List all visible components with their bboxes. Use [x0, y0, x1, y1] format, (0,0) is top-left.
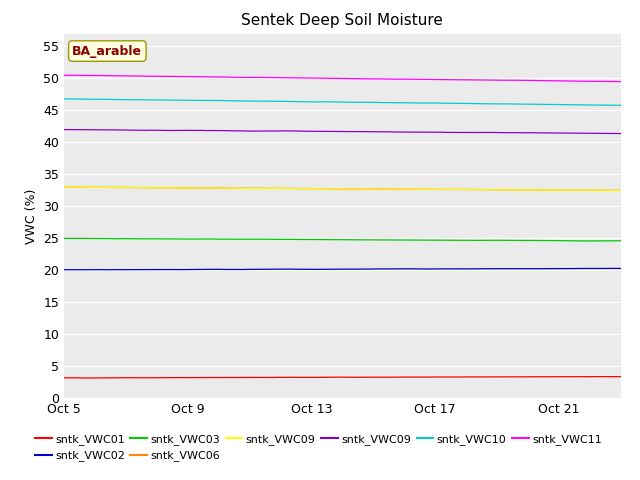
- sntk_VWC10: [399, 100, 406, 106]
- sntk_VWC06: [95, 184, 102, 190]
- sntk_VWC03: [399, 237, 406, 243]
- sntk_VWC02: [540, 266, 548, 272]
- sntk_VWC06: [483, 187, 491, 192]
- sntk_VWC01: [399, 374, 406, 380]
- sntk_VWC03: [617, 238, 625, 244]
- sntk_VWC11: [540, 78, 547, 84]
- sntk_VWC09: [384, 186, 392, 192]
- sntk_VWC06: [540, 187, 548, 193]
- Title: Sentek Deep Soil Moisture: Sentek Deep Soil Moisture: [241, 13, 444, 28]
- sntk_VWC01: [540, 374, 548, 380]
- Line: sntk_VWC09: sntk_VWC09: [64, 187, 621, 191]
- sntk_VWC09: [398, 129, 406, 135]
- sntk_VWC09: [94, 127, 102, 132]
- sntk_VWC09: [95, 185, 102, 191]
- sntk_VWC09: [60, 127, 68, 132]
- Line: sntk_VWC11: sntk_VWC11: [64, 75, 621, 82]
- sntk_VWC06: [415, 186, 423, 192]
- sntk_VWC01: [95, 375, 102, 381]
- sntk_VWC06: [60, 184, 68, 190]
- Text: BA_arable: BA_arable: [72, 45, 142, 58]
- sntk_VWC11: [483, 77, 490, 83]
- sntk_VWC09: [617, 131, 625, 136]
- sntk_VWC06: [384, 186, 392, 192]
- sntk_VWC11: [398, 76, 406, 82]
- sntk_VWC02: [415, 266, 423, 272]
- sntk_VWC09: [415, 129, 422, 135]
- Y-axis label: VWC (%): VWC (%): [24, 188, 38, 244]
- sntk_VWC02: [617, 265, 625, 271]
- sntk_VWC10: [65, 96, 73, 102]
- sntk_VWC02: [399, 266, 406, 272]
- sntk_VWC06: [70, 184, 78, 190]
- sntk_VWC09: [617, 188, 625, 193]
- sntk_VWC09: [383, 129, 391, 135]
- sntk_VWC11: [617, 79, 625, 84]
- sntk_VWC03: [60, 236, 68, 241]
- sntk_VWC10: [617, 102, 625, 108]
- Line: sntk_VWC06: sntk_VWC06: [64, 187, 621, 191]
- sntk_VWC01: [384, 374, 392, 380]
- Legend: sntk_VWC01, sntk_VWC02, sntk_VWC03, sntk_VWC06, sntk_VWC09, sntk_VWC09, sntk_VWC: sntk_VWC01, sntk_VWC02, sntk_VWC03, sntk…: [31, 430, 606, 466]
- sntk_VWC06: [399, 186, 406, 192]
- sntk_VWC01: [617, 374, 625, 380]
- sntk_VWC03: [75, 236, 83, 241]
- sntk_VWC09: [399, 186, 406, 192]
- sntk_VWC11: [415, 76, 422, 82]
- sntk_VWC09: [71, 184, 79, 190]
- sntk_VWC10: [95, 96, 102, 102]
- sntk_VWC09: [540, 130, 547, 136]
- sntk_VWC01: [603, 374, 611, 380]
- sntk_VWC09: [60, 184, 68, 190]
- sntk_VWC03: [483, 238, 491, 243]
- sntk_VWC10: [60, 96, 68, 102]
- sntk_VWC09: [483, 130, 490, 135]
- Line: sntk_VWC10: sntk_VWC10: [64, 99, 621, 105]
- sntk_VWC02: [60, 267, 68, 273]
- sntk_VWC10: [415, 100, 423, 106]
- sntk_VWC09: [540, 187, 548, 193]
- sntk_VWC03: [384, 237, 392, 243]
- sntk_VWC10: [384, 100, 392, 106]
- sntk_VWC01: [415, 374, 423, 380]
- sntk_VWC02: [384, 266, 392, 272]
- Line: sntk_VWC03: sntk_VWC03: [64, 239, 621, 241]
- sntk_VWC11: [94, 72, 102, 78]
- sntk_VWC11: [383, 76, 391, 82]
- sntk_VWC01: [82, 375, 90, 381]
- sntk_VWC03: [583, 238, 591, 244]
- sntk_VWC11: [60, 72, 68, 78]
- sntk_VWC10: [540, 102, 548, 108]
- sntk_VWC06: [617, 188, 625, 193]
- sntk_VWC01: [60, 375, 68, 381]
- sntk_VWC03: [540, 238, 548, 243]
- Line: sntk_VWC02: sntk_VWC02: [64, 268, 621, 270]
- sntk_VWC09: [483, 187, 491, 192]
- sntk_VWC01: [483, 374, 491, 380]
- sntk_VWC09: [415, 186, 423, 192]
- sntk_VWC03: [95, 236, 102, 241]
- sntk_VWC02: [94, 267, 102, 273]
- Line: sntk_VWC01: sntk_VWC01: [64, 377, 621, 378]
- sntk_VWC02: [483, 266, 491, 272]
- sntk_VWC10: [483, 101, 491, 107]
- sntk_VWC03: [415, 237, 423, 243]
- sntk_VWC02: [106, 267, 114, 273]
- sntk_VWC02: [607, 265, 615, 271]
- Line: sntk_VWC09: sntk_VWC09: [64, 130, 621, 133]
